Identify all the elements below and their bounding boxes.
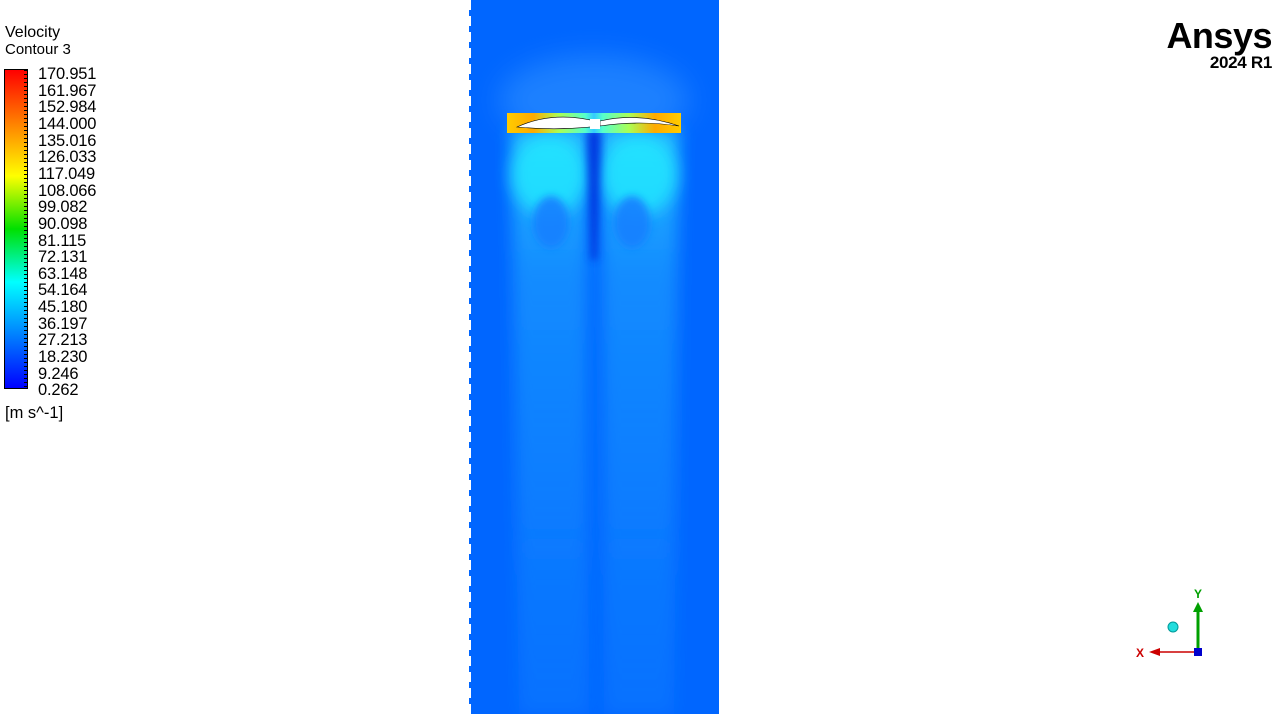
jet-core-left <box>511 135 587 215</box>
ansys-logo: Ansys 2024 R1 <box>1166 16 1272 72</box>
legend-label: 126.033 <box>38 148 97 167</box>
y-axis-label: Y <box>1194 587 1202 601</box>
legend-units: [m s^-1] <box>5 404 64 422</box>
wake-jet-right <box>601 130 679 714</box>
legend-label: 90.098 <box>38 214 88 233</box>
legend-label: 152.984 <box>38 98 97 117</box>
jet-core-right <box>601 135 677 215</box>
rotation-sphere-icon[interactable] <box>1167 621 1179 633</box>
logo-version: 2024 R1 <box>1209 53 1272 72</box>
y-axis-arrow <box>1193 602 1203 612</box>
z-axis-marker <box>1194 648 1202 656</box>
legend-label: 117.049 <box>38 164 96 183</box>
axis-triad[interactable]: Y X <box>1130 582 1210 664</box>
legend-label: 81.115 <box>38 231 87 250</box>
vortex-left <box>533 196 569 248</box>
legend-title: Velocity <box>5 24 61 41</box>
x-axis-arrow <box>1149 648 1160 656</box>
legend-subtitle: Contour 3 <box>5 41 71 58</box>
legend-label: 45.180 <box>38 298 88 317</box>
axis-triad-graphic: Y X <box>1136 587 1203 660</box>
legend-label: 72.131 <box>38 248 88 267</box>
legend-label: 0.262 <box>38 381 79 400</box>
contour-viewport[interactable] <box>469 0 719 714</box>
legend-label: 18.230 <box>38 348 88 366</box>
legend-label: 54.164 <box>38 281 88 300</box>
legend-label: 135.016 <box>38 131 97 150</box>
logo-product: Ansys <box>1166 15 1272 56</box>
legend-label: 170.951 <box>38 65 97 83</box>
x-axis-label: X <box>1136 646 1144 660</box>
legend-label: 36.197 <box>38 314 88 333</box>
hub <box>590 119 600 129</box>
vortex-right <box>614 196 650 248</box>
legend-label: 144.000 <box>38 114 97 133</box>
legend-label: 9.246 <box>38 364 79 383</box>
legend-label: 161.967 <box>38 81 97 100</box>
legend-label: 99.082 <box>38 198 88 217</box>
legend-label: 108.066 <box>38 181 97 200</box>
legend-label: 63.148 <box>38 264 88 283</box>
velocity-contour-plot <box>469 0 719 714</box>
blade-right <box>599 117 680 127</box>
center-wake <box>587 130 601 260</box>
wake-jet-left <box>511 130 589 714</box>
color-bar-ticks <box>24 70 28 388</box>
legend-label: 27.213 <box>38 331 88 350</box>
color-bar <box>4 69 28 389</box>
